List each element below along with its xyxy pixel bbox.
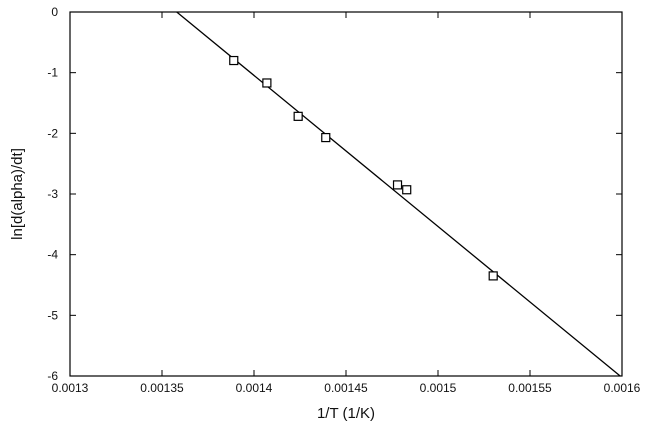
data-point <box>293 111 303 121</box>
data-point <box>488 271 498 281</box>
x-tick-label: 0.00145 <box>324 381 368 395</box>
x-tick-label: 0.0014 <box>236 381 273 395</box>
x-tick-label: 0.0013 <box>52 381 89 395</box>
y-axis-label: ln[d(alpha)/dt] <box>9 148 26 240</box>
tick-labels: 0.0013 0.00135 0.0014 0.00145 0.0015 0.00155 0… <box>47 5 640 395</box>
plot-frame <box>69 11 623 377</box>
y-tick-label: -3 <box>47 187 58 201</box>
axis-ticks <box>69 11 623 377</box>
x-tick-label: 0.00155 <box>508 381 552 395</box>
y-tick-label: 0 <box>51 5 58 19</box>
y-tick-label: -1 <box>47 66 58 80</box>
data-point <box>321 132 331 143</box>
y-tick-label: -2 <box>47 126 58 140</box>
y-tick-label: -5 <box>47 308 58 322</box>
x-tick-label: 0.0016 <box>604 381 641 395</box>
y-tick-label: -4 <box>47 248 58 262</box>
x-tick-label: 0.0015 <box>420 381 457 395</box>
data-point <box>229 55 239 66</box>
data-point <box>392 180 403 190</box>
y-tick-label: -6 <box>47 369 58 383</box>
x-axis-label: 1/T (1/K) <box>317 405 375 422</box>
data-points <box>229 55 498 281</box>
x-tick-label: 0.00135 <box>140 381 184 395</box>
data-point <box>402 185 412 195</box>
fit-line <box>176 11 621 377</box>
data-point <box>262 78 272 88</box>
